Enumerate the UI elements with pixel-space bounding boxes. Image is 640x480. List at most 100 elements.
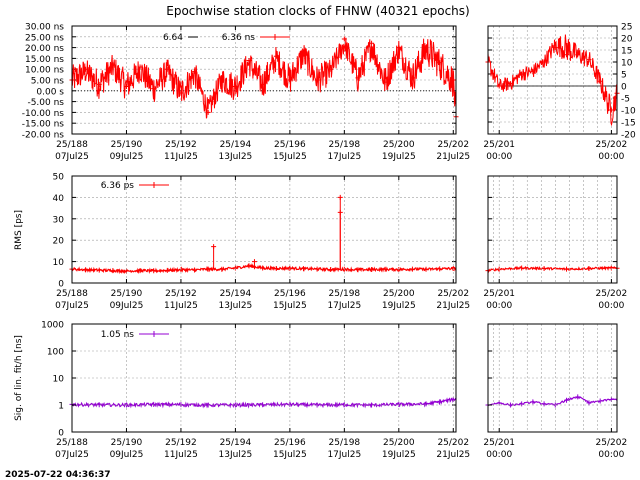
clock-point [260,81,266,87]
rms-point [437,266,443,272]
clock-point [369,40,375,46]
clock-ytick-label: -15.00 ns [22,120,65,130]
sigma-zoom-point [541,401,547,407]
clock-zoom-point [597,78,603,84]
clock-ytick-label: 20.00 ns [25,44,64,54]
clock-point [123,83,129,89]
clock-point [396,45,402,51]
rms-xtick-doy: 25/194 [220,289,252,299]
rms-xtick-doy: 25/202 [437,289,469,299]
clock-point [287,77,293,83]
sigma-zoom-xtick-doy: 25/202 [596,438,628,448]
clock-point [164,66,170,72]
clock-ytick-label: 10.00 ns [25,66,64,76]
rms-zoom-frame [487,175,618,284]
clock-point [450,77,456,83]
sigma-point [437,399,443,405]
clock-zoom-point [530,69,536,75]
sigma-series [69,396,457,409]
rms-zoom-point [519,265,525,271]
rms-point [382,266,388,272]
timestamp: 2025-07-22 04:36:37 [5,470,110,480]
sigma-zoom-xtick-time: 00:00 [598,450,624,460]
rms-point [110,268,116,274]
clock-point [219,75,225,81]
sigma-xtick-doy: 25/196 [274,438,306,448]
clock-point [83,66,89,72]
clock-zoom-point [519,71,525,77]
sigma-zoom-point [519,401,525,407]
sigma-xtick-doy: 25/200 [383,438,415,448]
sigma-xtick-doy: 25/194 [220,438,252,448]
rms-zoom-xtick-doy: 25/201 [483,289,515,299]
sigma-xtick-date: 19Jul25 [382,450,416,460]
rms-point [164,267,170,273]
rms-point [205,266,211,272]
clock-zoom-ytick-label: 10 [621,59,633,69]
clock-zoom-series [485,34,620,127]
clock-point [314,77,320,83]
clock-zoom-point [575,52,581,58]
clock-point [409,75,415,81]
sigma-xtick-date: 13Jul25 [219,450,253,460]
clock-zoom-xtick-time: 00:00 [598,152,624,162]
clock-legend-label: 6.36 ns [222,33,256,43]
rms-ytick-label: 40 [53,194,65,204]
sigma-zoom-frame [487,323,618,433]
clock-xtick-date: 11Jul25 [164,152,198,162]
rms-xtick-doy: 25/188 [56,289,88,299]
sigma-zoom-point [575,394,581,400]
sigma-ylabel: Sig. of lin. fit/h [ns] [14,335,24,421]
sigma-ytick-label: 10 [53,375,65,385]
rms-point [83,267,89,273]
clock-point [341,36,347,42]
sigma-ytick-label: 1000 [41,321,64,331]
clock-point [192,68,198,74]
sigma-legend-label: 1.05 ns [101,330,135,340]
sigma-zoom-point [586,400,592,406]
clock-zoom-ytick-label: -5 [621,95,630,105]
clock-zoom-ytick-label: 25 [621,23,632,33]
rms-xtick-doy: 25/200 [383,289,415,299]
clock-zoom-xtick-doy: 25/201 [483,140,515,150]
rms-point [192,267,198,273]
clock-zoom-frame [487,25,618,135]
rms-zoom-xtick-time: 00:00 [598,301,624,311]
sigma-zoom-xtick-doy: 25/201 [483,438,515,448]
clock-xtick-doy: 25/200 [383,140,415,150]
sigma-zoom-xtick-time: 00:00 [486,450,512,460]
sigma-zoom-point [597,398,603,404]
sigma-xtick-doy: 25/190 [111,438,143,448]
rms-point [314,266,320,272]
rms-series [69,262,457,275]
clock-point [423,45,429,51]
rms-zoom-line [487,265,618,273]
clock-legend-label-1: 6.64 [163,33,183,43]
clock-zoom-point [541,59,547,65]
clock-ytick-label: 15.00 ns [25,55,64,65]
rms-xtick-date: 19Jul25 [382,301,416,311]
clock-xtick-doy: 25/196 [274,140,306,150]
clock-ytick-label: 30.00 ns [25,23,64,33]
rms-ytick-label: 50 [53,173,65,183]
rms-point [369,267,375,273]
rms-ytick-label: 10 [53,258,65,268]
clock-zoom-point [507,81,513,87]
clock-point [437,60,443,66]
clock-ytick-label: -5.00 ns [27,98,64,108]
rms-spike-point [211,244,217,250]
clock-zoom-ytick-label: 20 [621,35,633,45]
clock-zoom-ytick-label: 15 [621,47,632,57]
sigma-xtick-date: 21Jul25 [436,450,470,460]
clock-zoom-point [496,83,502,89]
clock-ytick-label: 25.00 ns [25,33,64,43]
sigma-point [151,401,157,407]
sigma-xtick-doy: 25/198 [329,438,361,448]
clock-xtick-date: 09Jul25 [110,152,144,162]
rms-legend-label: 6.36 ps [101,181,135,191]
clock-zoom-xtick-time: 00:00 [486,152,512,162]
rms-spike-point [337,209,343,215]
clock-zoom-point [586,57,592,63]
clock-zoom-point [552,45,558,51]
